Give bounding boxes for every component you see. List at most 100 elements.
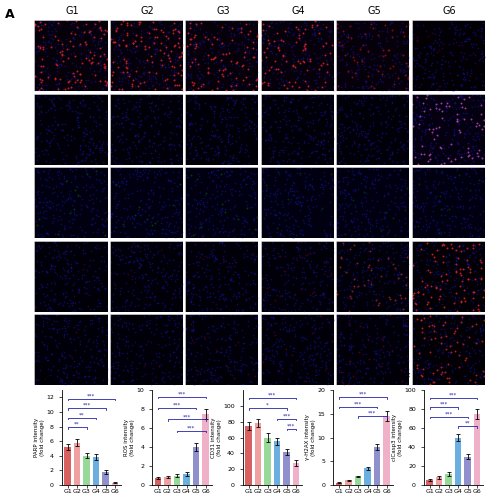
Point (42, 44, 50, 52)
Text: A: A (5, 8, 15, 20)
Point (207, 374, 215, 382)
Point (463, 215, 471, 223)
Point (366, 184, 374, 192)
Point (87, 220, 95, 228)
Point (296, 302, 304, 310)
Point (196, 220, 204, 228)
Point (455, 31, 463, 39)
Point (133, 164, 141, 172)
Point (288, 351, 296, 359)
Point (241, 52, 248, 60)
Point (460, 69, 467, 77)
Point (316, 175, 324, 183)
Point (267, 158, 275, 166)
Point (98, 358, 106, 366)
Text: G6: G6 (442, 6, 456, 16)
Point (333, 304, 340, 312)
Point (120, 55, 127, 63)
Point (455, 195, 463, 203)
Point (481, 94, 489, 102)
Point (185, 226, 193, 234)
Point (143, 112, 151, 120)
Point (304, 320, 311, 328)
Point (230, 319, 238, 327)
Point (222, 114, 230, 122)
Point (129, 76, 137, 84)
Point (377, 362, 385, 370)
Point (307, 196, 315, 204)
Point (282, 130, 290, 138)
Point (459, 233, 466, 241)
Point (141, 81, 149, 89)
Point (194, 44, 202, 52)
Point (258, 283, 266, 291)
Point (60, 172, 68, 179)
Point (206, 289, 214, 297)
Point (190, 283, 198, 291)
Point (185, 280, 193, 287)
Point (309, 304, 317, 312)
Point (220, 272, 228, 280)
Point (367, 152, 375, 160)
Point (449, 86, 457, 94)
Point (453, 164, 461, 172)
Point (169, 26, 177, 34)
Point (451, 98, 459, 106)
Point (112, 223, 120, 231)
Point (50, 214, 58, 222)
Point (246, 377, 254, 385)
Point (219, 62, 227, 70)
Point (97, 179, 105, 187)
Point (242, 296, 249, 304)
Point (263, 366, 271, 374)
Point (426, 120, 433, 128)
Point (160, 49, 168, 57)
Point (72, 18, 80, 25)
Point (220, 182, 228, 190)
Point (479, 116, 487, 124)
Point (470, 267, 478, 275)
Point (412, 110, 420, 118)
Point (436, 292, 444, 300)
Point (435, 122, 443, 130)
Point (434, 270, 442, 278)
Point (365, 84, 372, 92)
Point (456, 103, 463, 111)
Point (439, 142, 447, 150)
Point (140, 312, 148, 320)
Point (263, 64, 271, 72)
Point (109, 359, 117, 367)
Point (242, 126, 249, 134)
Point (429, 80, 437, 88)
Point (317, 312, 325, 320)
Point (91, 77, 99, 85)
Point (87, 352, 94, 360)
Point (110, 194, 118, 202)
Point (84, 46, 92, 54)
Point (163, 321, 171, 329)
Point (413, 266, 421, 274)
Point (64, 78, 72, 86)
Point (98, 252, 106, 260)
Point (136, 152, 144, 160)
Point (74, 286, 82, 294)
Point (442, 96, 450, 104)
Point (437, 160, 445, 168)
Point (144, 92, 152, 100)
Point (44, 238, 52, 246)
Point (403, 92, 411, 100)
Point (297, 202, 305, 210)
Point (465, 36, 473, 44)
Point (93, 92, 101, 100)
Point (92, 60, 99, 68)
Point (240, 254, 248, 262)
Point (460, 215, 467, 223)
Point (370, 244, 378, 252)
Point (182, 351, 190, 359)
Point (345, 124, 353, 132)
Point (151, 275, 159, 283)
Point (307, 340, 314, 348)
Point (192, 151, 200, 159)
Point (89, 140, 97, 148)
Point (39, 86, 47, 94)
